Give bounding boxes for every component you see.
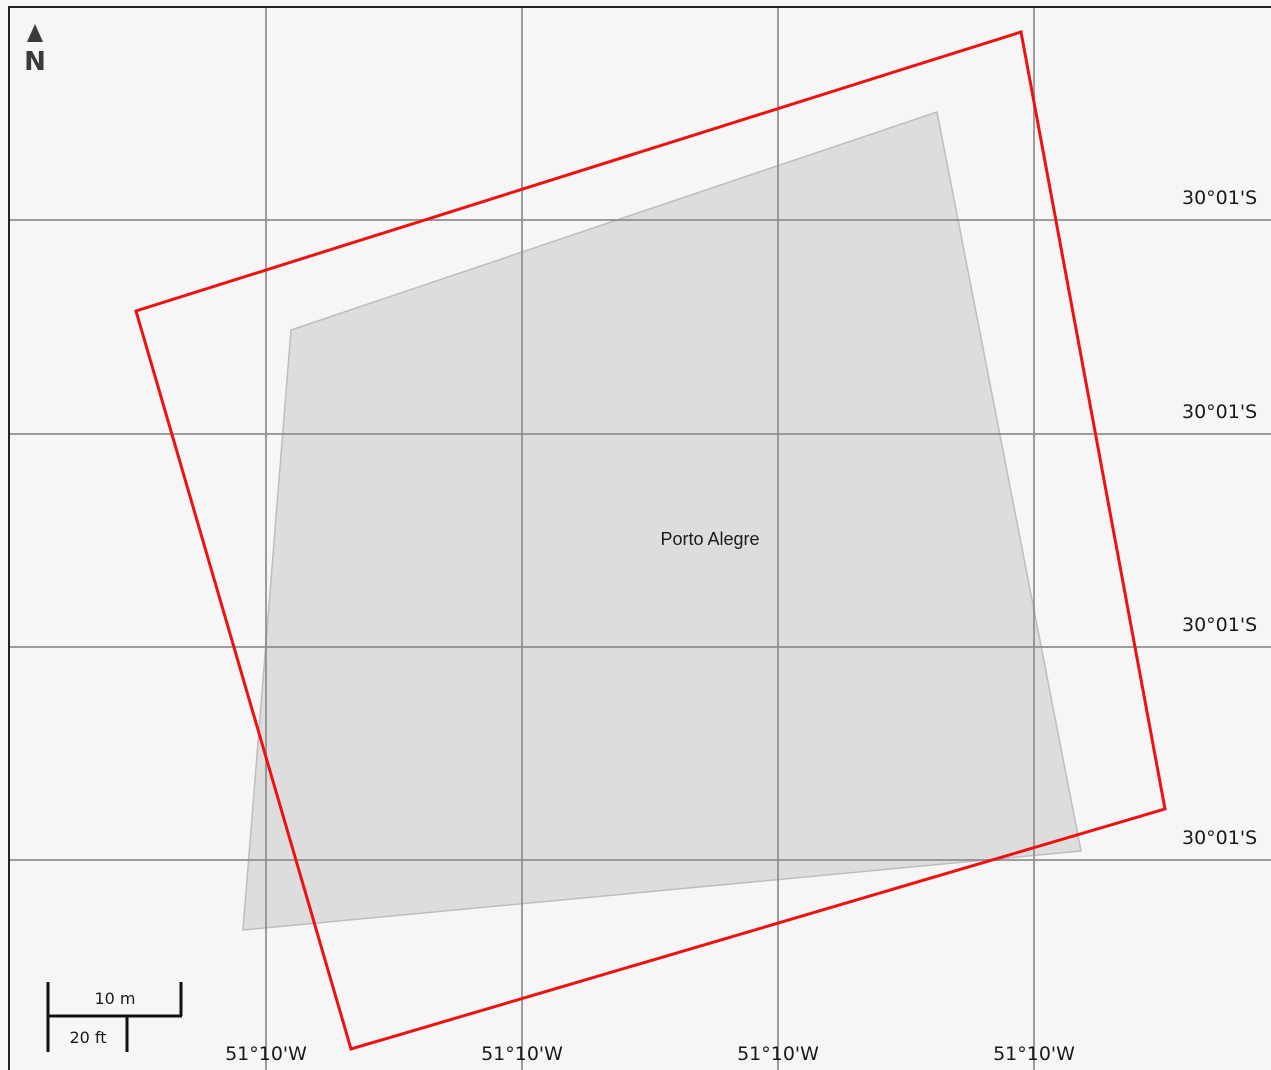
scale-bar	[46, 982, 183, 1052]
longitude-label: 51°10'W	[225, 1043, 307, 1065]
north-arrow-icon	[27, 24, 43, 42]
latitude-label: 30°01'S	[1182, 187, 1257, 209]
graticule	[10, 8, 1271, 1070]
map-frame	[8, 6, 1271, 1070]
longitude-label: 51°10'W	[481, 1043, 563, 1065]
scale-imperial-label: 20 ft	[69, 1028, 106, 1047]
image-footprint-outline[interactable]	[134, 30, 1167, 1051]
latitude-label: 30°01'S	[1182, 614, 1257, 636]
longitude-label: 51°10'W	[737, 1043, 819, 1065]
north-arrow: N	[24, 24, 46, 77]
scale-metric-label: 10 m	[94, 989, 135, 1008]
north-label: N	[24, 47, 46, 77]
parcel-label: Porto Alegre	[660, 529, 759, 549]
latitude-label: 30°01'S	[1182, 401, 1257, 423]
longitude-label: 51°10'W	[993, 1043, 1075, 1065]
latitude-label: 30°01'S	[1182, 827, 1257, 849]
